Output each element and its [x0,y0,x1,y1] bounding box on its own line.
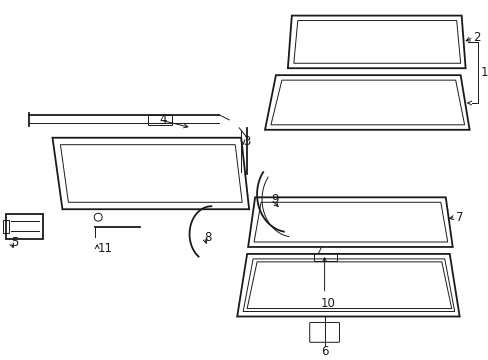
Text: 5: 5 [11,235,18,248]
Text: 3: 3 [243,135,250,148]
Text: 9: 9 [270,193,278,206]
Text: 10: 10 [320,297,335,310]
Text: 8: 8 [204,230,211,244]
Text: 1: 1 [480,66,487,79]
Text: 2: 2 [472,31,480,44]
Text: 4: 4 [160,113,167,126]
Text: 11: 11 [97,242,112,256]
Text: 6: 6 [320,345,327,358]
Text: 7: 7 [455,211,462,224]
